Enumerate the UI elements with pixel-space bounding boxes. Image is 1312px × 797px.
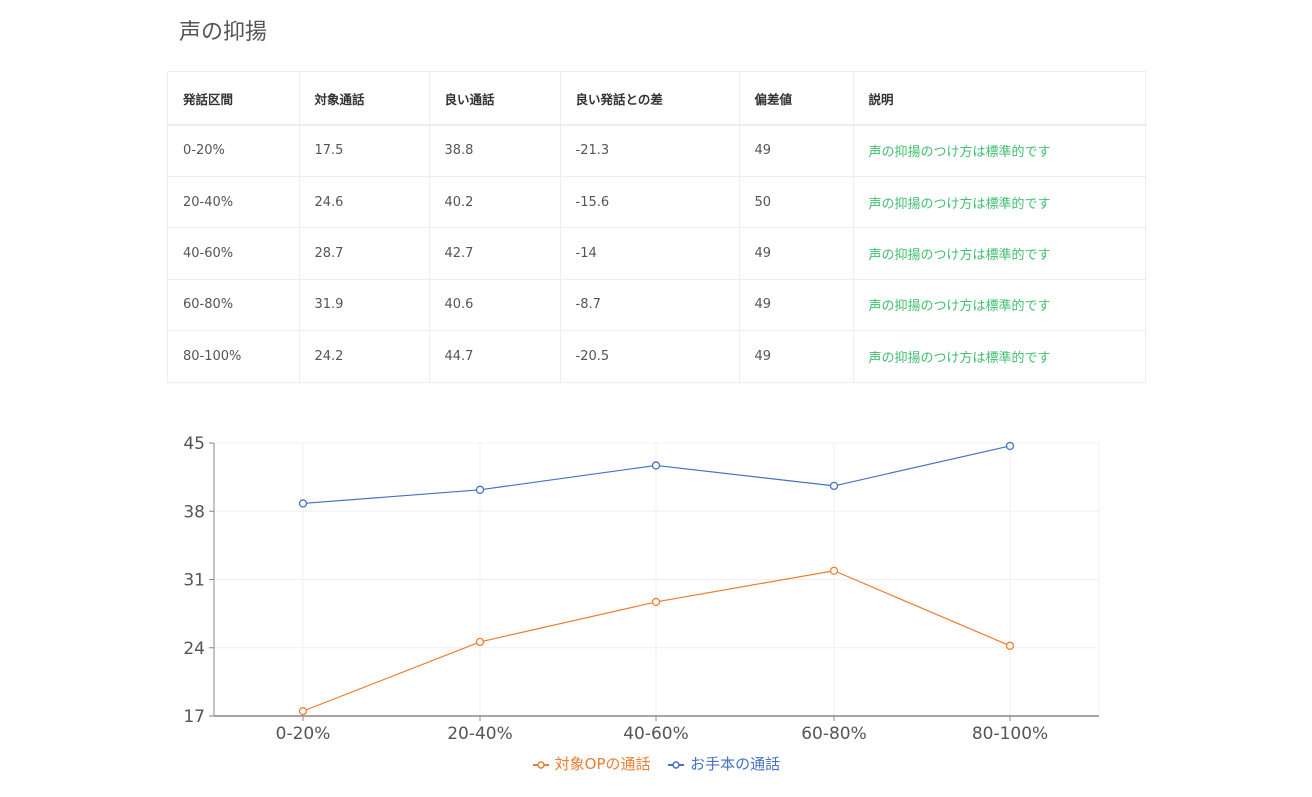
- y-tick-label: 17: [183, 707, 205, 727]
- y-tick-label: 24: [183, 639, 205, 659]
- header-diff: 良い発話との差: [560, 72, 740, 126]
- cell-section: 40-60%: [168, 227, 300, 280]
- cell-diff: -8.7: [560, 279, 740, 332]
- x-tick-label: 0-20%: [276, 724, 331, 744]
- x-tick-label: 80-100%: [972, 724, 1048, 744]
- legend-label-target: 対象OPの通話: [554, 755, 651, 773]
- header-description: 説明: [853, 72, 1147, 126]
- cell-deviation: 49: [739, 227, 854, 280]
- cell-good-call: 40.2: [429, 176, 561, 229]
- intonation-chart: 17 24 31 38 45 0-20% 20-40% 40-60% 60-80% 80-100%: [0, 400, 1312, 797]
- cell-diff: -14: [560, 227, 740, 280]
- table-header-row: 発話区間 対象通話 良い通話 良い発話との差 偏差値 説明: [168, 72, 1147, 126]
- cell-section: 0-20%: [168, 125, 300, 177]
- y-tick-label: 45: [183, 434, 205, 454]
- cell-good-call: 38.8: [429, 125, 561, 177]
- cell-deviation: 49: [739, 330, 854, 382]
- cell-target-call: 28.7: [299, 227, 430, 280]
- x-tick-label: 60-80%: [801, 724, 867, 744]
- cell-description: 声の抑揚のつけ方は標準的です: [853, 176, 1147, 229]
- x-tick-label: 20-40%: [447, 724, 513, 744]
- data-point-series-0: [651, 597, 661, 607]
- cell-section: 80-100%: [168, 330, 300, 382]
- cell-target-call: 17.5: [299, 125, 430, 177]
- data-point-series-0: [298, 706, 308, 716]
- data-point-series-1: [829, 481, 839, 491]
- cell-diff: -21.3: [560, 125, 740, 177]
- data-point-series-1: [475, 485, 485, 494]
- x-tick-label: 40-60%: [623, 724, 689, 744]
- cell-section: 20-40%: [168, 176, 300, 229]
- cell-target-call: 24.2: [299, 330, 430, 382]
- header-section: 発話区間: [168, 72, 300, 126]
- cell-diff: -20.5: [560, 330, 740, 382]
- page-title: 声の抑揚: [179, 20, 268, 45]
- table-row: 20-40% 24.6 40.2 -15.6 50 声の抑揚のつけ方は標準的です: [168, 176, 1147, 229]
- y-tick-label: 38: [183, 502, 205, 522]
- cell-deviation: 50: [739, 176, 854, 229]
- header-target-call: 対象通話: [299, 72, 430, 126]
- table-row: 0-20% 17.5 38.8 -21.3 49 声の抑揚のつけ方は標準的です: [168, 125, 1147, 177]
- table-row: 60-80% 31.9 40.6 -8.7 49 声の抑揚のつけ方は標準的です: [168, 279, 1147, 332]
- legend-marker-target: [532, 760, 549, 769]
- cell-good-call: 42.7: [429, 227, 561, 280]
- y-tick-label: 31: [183, 571, 205, 591]
- header-good-call: 良い通話: [429, 72, 561, 126]
- cell-target-call: 31.9: [299, 279, 430, 332]
- data-point-series-1: [298, 499, 308, 508]
- data-point-series-0: [475, 637, 485, 647]
- line-chart-svg: 17 24 31 38 45 0-20% 20-40% 40-60% 60-80% 80-100%: [183, 434, 1100, 744]
- chart-legend: 対象OPの通話 お手本の通話: [0, 753, 1312, 774]
- cell-good-call: 44.7: [429, 330, 561, 382]
- intonation-table: 発話区間 対象通話 良い通話 良い発話との差 偏差値 説明 0-20% 17.5…: [167, 71, 1147, 383]
- legend-marker-model: [668, 760, 685, 769]
- cell-description: 声の抑揚のつけ方は標準的です: [853, 227, 1147, 280]
- legend-item-model[interactable]: お手本の通話: [667, 753, 780, 774]
- cell-section: 60-80%: [168, 279, 300, 332]
- cell-diff: -15.6: [560, 176, 740, 229]
- cell-description: 声の抑揚のつけ方は標準的です: [868, 351, 1051, 366]
- header-deviation: 偏差値: [739, 72, 854, 126]
- data-point-series-0: [829, 566, 839, 575]
- data-point-series-0: [1005, 641, 1015, 650]
- cell-good-call: 40.6: [429, 279, 561, 332]
- table-row: 80-100% 24.2 44.7 -20.5 49 声の抑揚のつけ方は標準的で…: [168, 330, 1147, 382]
- cell-description: 声の抑揚のつけ方は標準的です: [853, 279, 1147, 332]
- table-row: 40-60% 28.7 42.7 -14 49 声の抑揚のつけ方は標準的です: [168, 227, 1147, 280]
- data-point-series-1: [651, 461, 661, 470]
- cell-deviation: 49: [739, 279, 854, 332]
- cell-target-call: 24.6: [299, 176, 430, 229]
- data-point-series-1: [1005, 441, 1015, 451]
- cell-description: 声の抑揚のつけ方は標準的です: [853, 125, 1147, 177]
- cell-deviation: 49: [739, 125, 854, 177]
- legend-label-model: お手本の通話: [690, 755, 781, 773]
- legend-item-target[interactable]: 対象OPの通話: [532, 753, 651, 774]
